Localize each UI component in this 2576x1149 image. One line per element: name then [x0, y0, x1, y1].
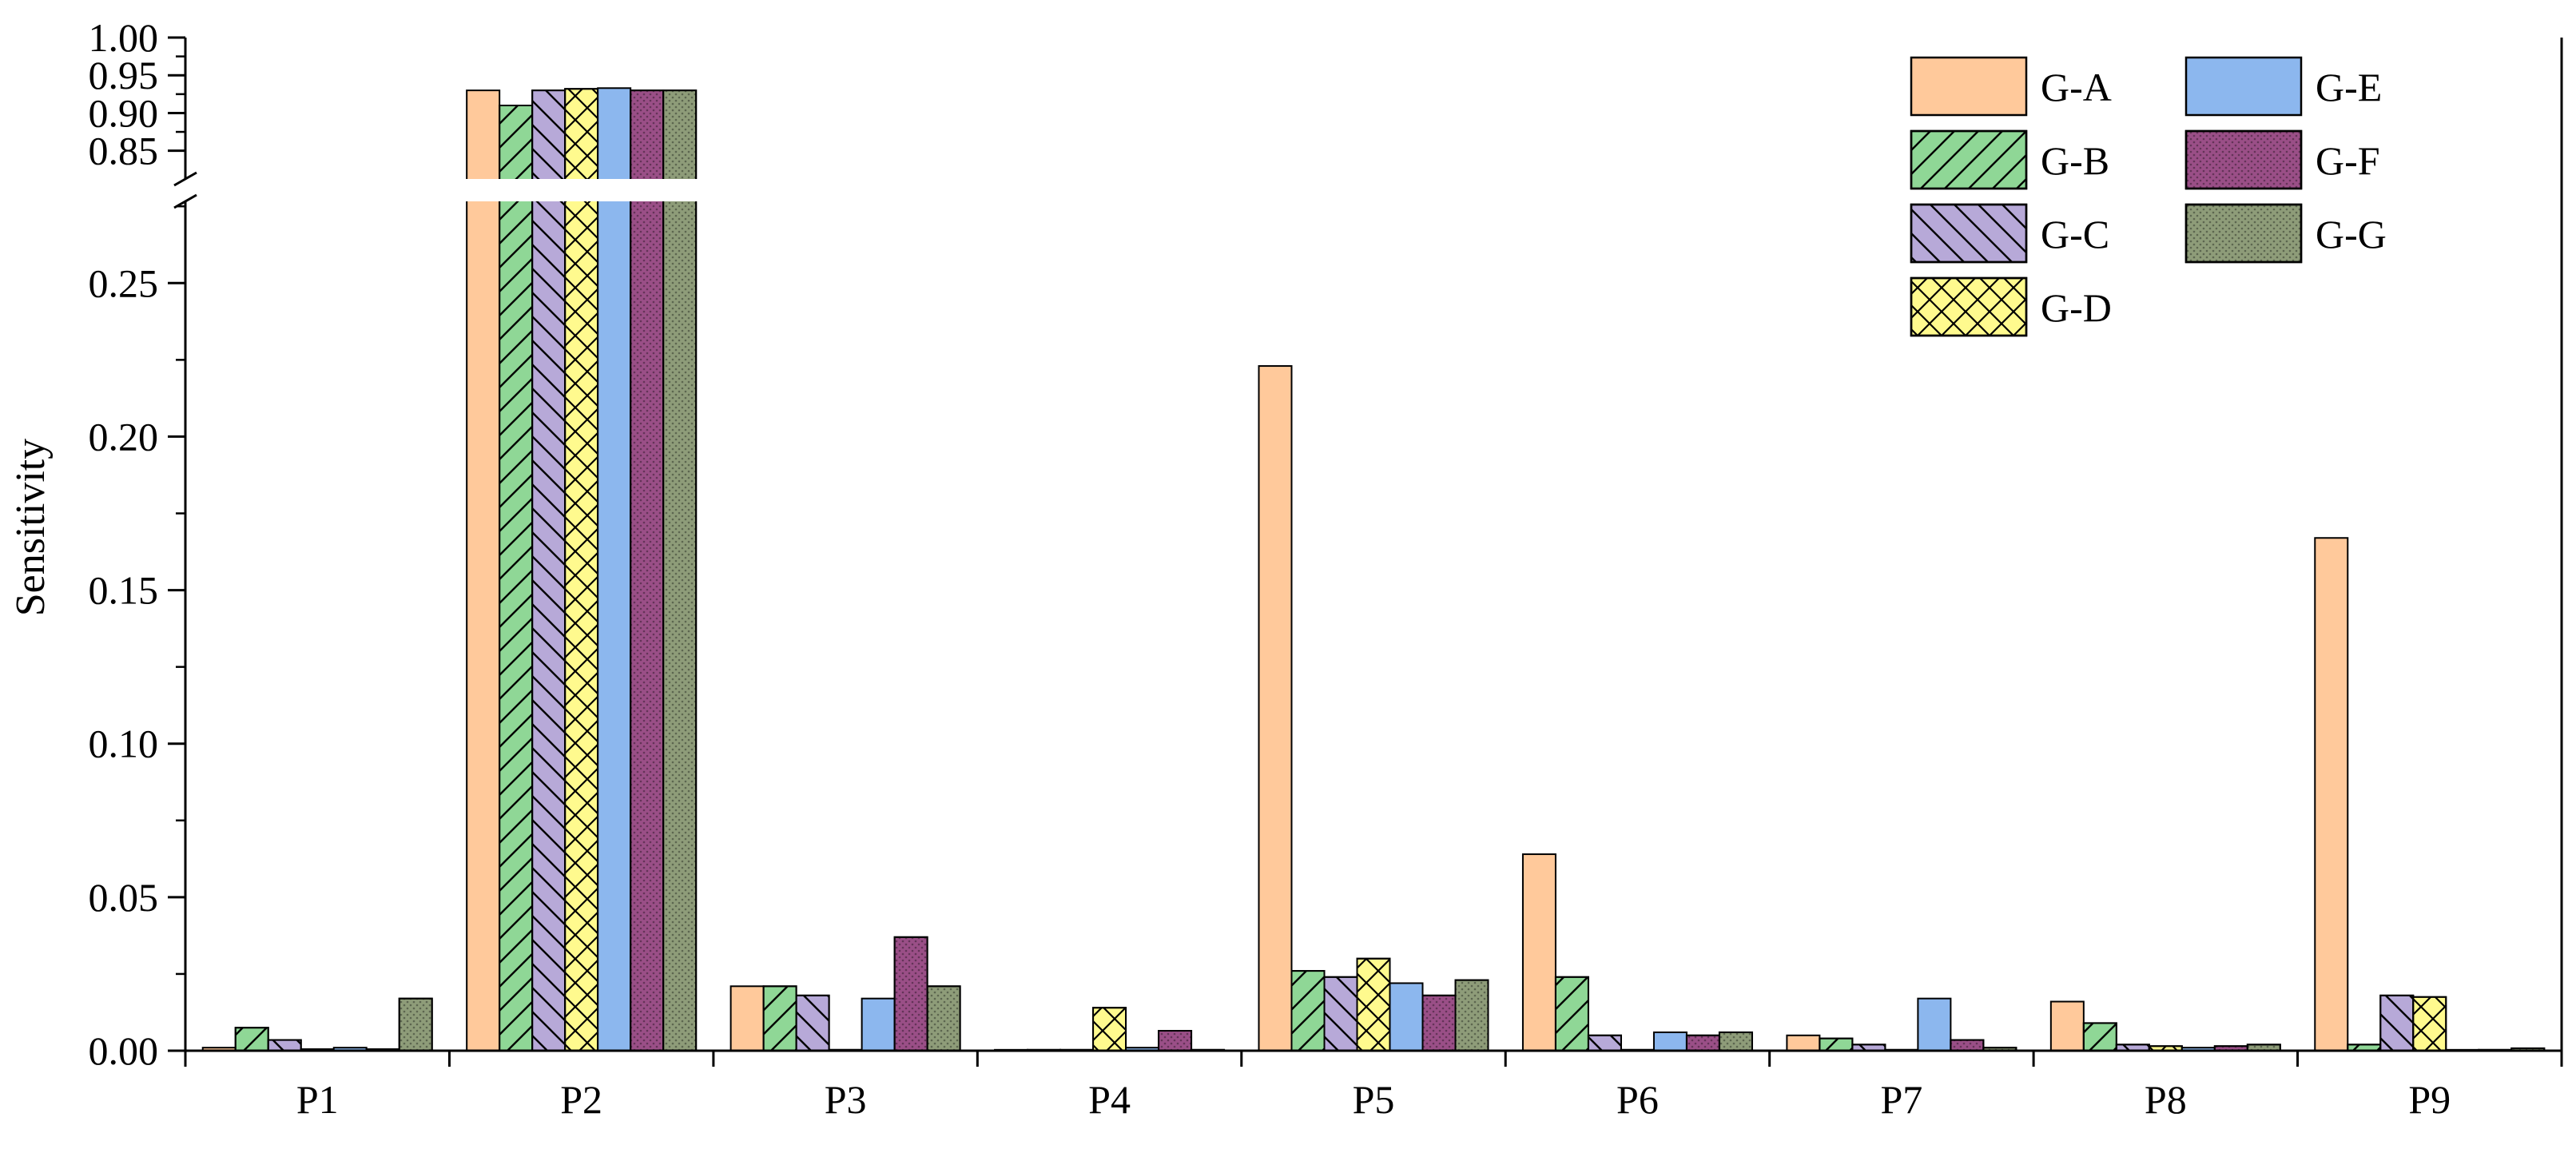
bar-g-a-p3 [729, 985, 765, 1052]
bar-pattern-g-f-p2 [630, 89, 665, 1052]
bar-g-e-p5 [1389, 982, 1424, 1052]
legend-label-g-f: G-F [2316, 138, 2380, 183]
y-axis-label: Sensitivity [8, 439, 54, 616]
bar-g-e-p3 [861, 997, 896, 1052]
bar-pattern-g-d-p9 [2412, 996, 2447, 1052]
bar-g-a-p2 [466, 89, 501, 1052]
bar-pattern-g-c-p3 [795, 994, 830, 1052]
x-tick-label-p1: P1 [296, 1077, 339, 1122]
bar-g-a-p6 [1521, 853, 1556, 1052]
bar-pattern-g-c-p6 [1587, 1034, 1622, 1052]
bar-pattern-g-g-p6 [1718, 1031, 1753, 1052]
legend-label-g-d: G-D [2041, 285, 2112, 330]
bar-pattern-g-b-p1 [234, 1027, 269, 1052]
bar-pattern-g-f-p5 [1421, 994, 1457, 1052]
x-tick-label-p7: P7 [1880, 1077, 1922, 1122]
legend-swatch-pattern-g-b [1910, 129, 2028, 190]
bar-pattern-g-d-p2 [564, 88, 599, 1052]
axes-layer: 0.00 0.05 0.10 0.15 0.20 0.25 0.850.900.951.00… [89, 15, 2563, 1122]
bar-pattern-g-b-p7 [1819, 1037, 1854, 1052]
bar-pattern-g-b-p6 [1554, 976, 1589, 1052]
y-tick-label: 0.00 [89, 1028, 159, 1073]
bar-pattern-g-f-p3 [893, 936, 928, 1052]
legend-label-g-g: G-G [2316, 212, 2387, 256]
legend-swatch-pattern-g-c [1910, 203, 2028, 264]
bar-pattern-g-g-p1 [398, 997, 433, 1052]
legend-swatch-g-a [1910, 56, 2028, 117]
bar-pattern-g-g-p2 [662, 89, 698, 1052]
legend-label-g-e: G-E [2316, 65, 2382, 109]
x-tick-label-p6: P6 [1616, 1077, 1659, 1122]
bar-pattern-g-g-p5 [1454, 979, 1489, 1052]
axis-break-mark-top [173, 171, 197, 187]
x-tick-label-p3: P3 [825, 1077, 867, 1122]
x-tick-label-p5: P5 [1353, 1077, 1395, 1122]
bar-g-a-p7 [1786, 1034, 1821, 1052]
bar-pattern-g-b-p8 [2082, 1022, 2117, 1052]
bar-g-a-p5 [1258, 365, 1293, 1052]
bar-pattern-g-c-p5 [1323, 976, 1358, 1052]
bar-g-e-p7 [1917, 997, 1952, 1052]
bar-pattern-g-f-p4 [1158, 1030, 1193, 1052]
bar-pattern-g-d-p4 [1092, 1007, 1127, 1052]
y-tick-label: 1.00 [89, 15, 159, 60]
x-tick-label-p9: P9 [2408, 1077, 2451, 1122]
legend-label-g-c: G-C [2041, 212, 2109, 256]
bar-pattern-g-b-p2 [499, 105, 534, 1052]
bar-g-a-p8 [2049, 1000, 2085, 1052]
legend: G-A G-B G-C G-D G-E G-F G-G [1910, 56, 2387, 337]
y-tick-label: 0.25 [89, 260, 159, 305]
y-tick-label: 0.05 [89, 875, 159, 920]
bar-pattern-g-c-p9 [2379, 994, 2415, 1052]
legend-swatch-pattern-g-g [2184, 203, 2303, 264]
y-tick-label: 0.10 [89, 722, 159, 766]
x-tick-label-p8: P8 [2145, 1077, 2187, 1122]
legend-swatch-g-e [2184, 56, 2303, 117]
bar-pattern-g-c-p2 [531, 89, 566, 1052]
legend-swatch-pattern-g-d [1910, 276, 2028, 337]
bar-pattern-g-b-p5 [1290, 970, 1326, 1052]
bar-pattern-g-b-p3 [762, 985, 797, 1052]
legend-label-g-b: G-B [2041, 138, 2109, 183]
legend-label-g-a: G-A [2041, 65, 2112, 109]
bar-pattern-g-c-p1 [267, 1039, 302, 1052]
bar-pattern-g-f-p7 [1950, 1039, 1985, 1052]
bar-g-e-p6 [1652, 1031, 1688, 1052]
x-tick-label-p4: P4 [1088, 1077, 1131, 1122]
bars-layer [186, 87, 2561, 1052]
legend-swatch-pattern-g-f [2184, 129, 2303, 190]
axis-break-band [186, 179, 2561, 201]
bar-pattern-g-g-p3 [926, 985, 961, 1052]
bar-pattern-g-f-p6 [1685, 1034, 1720, 1052]
bar-g-e-p2 [597, 87, 632, 1052]
y-tick-label: 0.95 [89, 53, 159, 97]
bar-pattern-g-d-p5 [1356, 957, 1391, 1052]
x-tick-label-p2: P2 [560, 1077, 602, 1122]
y-tick-label: 0.15 [89, 568, 159, 613]
bar-g-a-p9 [2314, 537, 2349, 1052]
y-tick-label: 0.20 [89, 414, 159, 459]
y-tick-label: 0.85 [89, 129, 159, 173]
y-tick-label: 0.90 [89, 90, 159, 135]
